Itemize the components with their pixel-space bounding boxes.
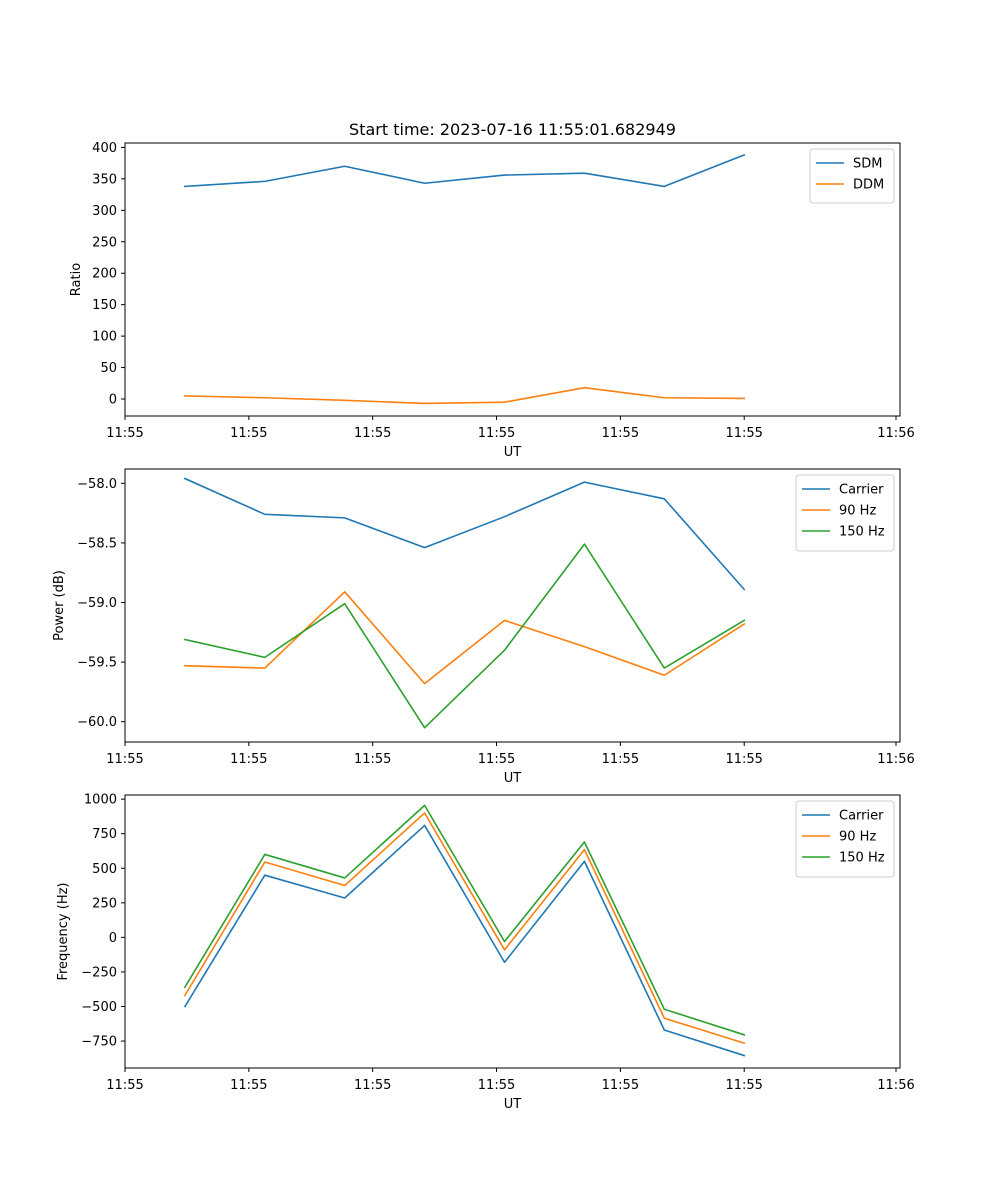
chart-panel-3: 11:55 11:55 11:55 11:55 11:55 11:55 11:56 1000 7… — [56, 793, 915, 1112]
x-tick-label: 11:55 — [230, 426, 267, 441]
legend-box — [795, 800, 895, 878]
y-tick-label: 750 — [92, 827, 117, 842]
series-line-sdm — [184, 153, 746, 188]
legend-label: 150 Hz — [839, 851, 885, 866]
legend-box — [795, 474, 895, 552]
y-tick-label: −60.0 — [77, 715, 117, 730]
y-tick-label: 250 — [92, 896, 117, 911]
series-line-150-hz — [183, 543, 746, 729]
y-axis-label: Ratio — [69, 263, 84, 296]
axes-frame — [124, 794, 901, 1069]
y-tick-label: 300 — [92, 204, 117, 219]
y-tick-label: −58.5 — [77, 536, 117, 551]
x-tick-label: 11:55 — [106, 752, 143, 767]
y-axis-label: Power (dB) — [52, 570, 67, 641]
y-tick-label: 50 — [100, 361, 117, 376]
y-tick-label: −59.5 — [77, 656, 117, 671]
legend: Carrier 90 Hz 150 Hz — [795, 800, 895, 878]
chart-panel-1: 11:55 11:55 11:55 11:55 11:55 11:55 11:56 0 50 10… — [69, 120, 915, 460]
y-tick-label: 500 — [92, 862, 117, 877]
series-line-ddm — [184, 386, 746, 405]
legend-label: DDM — [853, 178, 884, 193]
x-axis-label: UT — [504, 445, 522, 460]
y-tick-label: −750 — [81, 1035, 117, 1050]
x-tick-label: 11:55 — [354, 1078, 391, 1093]
x-tick-label: 11:55 — [725, 1078, 762, 1093]
x-tick-label: 11:55 — [106, 426, 143, 441]
legend-label: 150 Hz — [839, 525, 885, 540]
legend-label: Carrier — [839, 809, 884, 824]
series-line-carrier — [183, 477, 746, 591]
y-tick-label: 200 — [92, 267, 117, 282]
y-tick-label: −58.0 — [77, 477, 117, 492]
legend-label: Carrier — [839, 483, 884, 498]
x-tick-label: 11:55 — [230, 752, 267, 767]
axes-frame — [124, 468, 901, 743]
y-tick-label: 400 — [92, 141, 117, 156]
y-tick-label: 150 — [92, 298, 117, 313]
y-tick-label: 250 — [92, 235, 117, 250]
y-tick-label: 0 — [109, 393, 117, 408]
axes-frame — [124, 142, 901, 417]
x-tick-label: 11:55 — [478, 1078, 515, 1093]
series-line-150-hz — [183, 804, 746, 1036]
y-axis-label: Frequency (Hz) — [56, 882, 71, 980]
y-tick-label: 350 — [92, 172, 117, 187]
x-tick-label: 11:56 — [877, 426, 914, 441]
y-tick-label: 100 — [92, 330, 117, 345]
chart-panel-2: 11:55 11:55 11:55 11:55 11:55 11:55 11:56 −58.0… — [52, 468, 915, 786]
legend: SDM DDM — [809, 148, 895, 204]
y-tick-label: 0 — [109, 931, 117, 946]
x-tick-label: 11:55 — [725, 752, 762, 767]
x-axis-label: UT — [504, 1097, 522, 1112]
x-tick-label: 11:56 — [877, 752, 914, 767]
y-tick-label: −59.0 — [77, 596, 117, 611]
x-tick-label: 11:55 — [602, 1078, 639, 1093]
series-line-carrier — [183, 824, 746, 1057]
x-tick-label: 11:55 — [602, 426, 639, 441]
x-tick-label: 11:55 — [478, 752, 515, 767]
series-line-90-hz — [183, 812, 746, 1045]
x-tick-label: 11:55 — [602, 752, 639, 767]
y-tick-label: −500 — [81, 1000, 117, 1015]
legend: Carrier 90 Hz 150 Hz — [795, 474, 895, 552]
legend-label: SDM — [853, 157, 882, 172]
legend-label: 90 Hz — [839, 504, 876, 519]
x-tick-label: 11:55 — [478, 426, 515, 441]
legend-label: 90 Hz — [839, 830, 876, 845]
x-tick-label: 11:55 — [354, 752, 391, 767]
x-tick-label: 11:55 — [354, 426, 391, 441]
x-tick-label: 11:56 — [877, 1078, 914, 1093]
x-tick-label: 11:55 — [230, 1078, 267, 1093]
y-tick-label: 1000 — [84, 793, 117, 808]
x-axis-label: UT — [504, 771, 522, 786]
x-tick-label: 11:55 — [106, 1078, 143, 1093]
y-tick-label: −250 — [81, 965, 117, 980]
x-tick-label: 11:55 — [725, 426, 762, 441]
series-line-90-hz — [184, 590, 746, 685]
chart-title: Start time: 2023-07-16 11:55:01.682949 — [349, 120, 676, 139]
